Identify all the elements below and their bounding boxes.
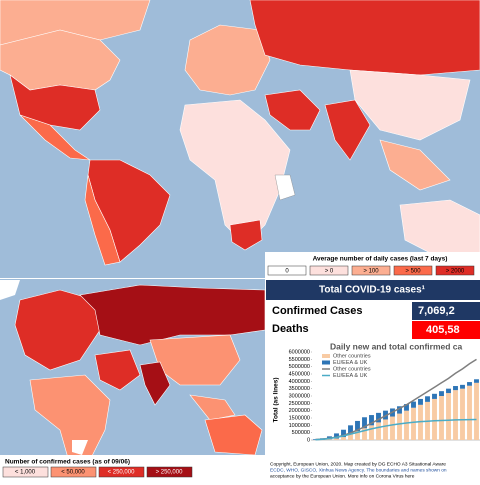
bottom-map: Number of confirmed cases (as of 09/06) … [0,279,265,480]
y-tick-label: 2000000 [289,408,310,414]
legend-label: < 250,000 [108,470,136,476]
legend-label: Other countries [333,366,371,372]
confirmed-label: Confirmed Cases [272,305,362,317]
bar [411,408,416,440]
bar [432,399,437,440]
y-tick-label: 5000000 [289,364,310,370]
bar [474,379,479,383]
bar [446,393,451,440]
summary-panel: Total COVID-19 cases¹ Confirmed Cases 7,… [266,279,480,480]
y-tick-label: 2500000 [289,401,310,407]
legend-swatch [322,361,330,365]
y-tick-label: 4000000 [289,379,310,385]
bar [460,385,465,389]
bar [460,389,465,440]
bar [376,422,381,440]
bottom-legend-title: Number of confirmed cases (as of 09/06) [5,459,130,466]
legend-label: < 50,000 [61,470,85,476]
y-tick-label: 0 [307,437,310,443]
y-tick-label: 6000000 [289,349,310,355]
legend-label: > 2000 [446,269,465,275]
y-tick-label: 1500000 [289,415,310,421]
footer-line: ECDC, WHO, GISCO, Xinhua News Agency. Th… [270,467,447,473]
bar [425,396,430,402]
bar [467,386,472,440]
deaths-label: Deaths [272,323,309,335]
bar [432,394,437,399]
y-tick-label: 3000000 [289,393,310,399]
bar [467,382,472,386]
bar [474,383,479,440]
panel-title: Total COVID-19 cases¹ [319,285,426,296]
y-tick-label: 5500000 [289,357,310,363]
bar [453,390,458,440]
y-axis-label: Total (as lines) [273,377,280,422]
footer-line: Copyright, European Union, 2020. Map cre… [270,461,446,467]
top-legend: 0> 0> 100> 500> 2000 [268,266,474,275]
bar [404,411,409,440]
bar [439,391,444,396]
top-map: Average number of daily cases (last 7 da… [0,0,480,278]
legend-label: EU/EEA & UK [333,360,368,366]
legend-swatch [322,354,330,358]
y-tick-label: 1000000 [289,423,310,429]
bar [446,389,451,393]
bar [418,399,423,405]
chart-title: Daily new and total confirmed ca [330,341,463,351]
deaths-value: 405,58 [426,324,460,336]
legend-label: > 500 [405,269,421,275]
bar [369,425,374,440]
legend-label: Other countries [333,353,371,359]
footer-line: acceptance by the European Union. More i… [270,473,415,479]
legend-label: > 100 [363,269,379,275]
bar [334,439,339,440]
legend-label: EU/EEA & UK [333,373,368,379]
confirmed-value: 7,069,2 [418,305,455,317]
bar [341,437,346,440]
y-tick-label: 3500000 [289,386,310,392]
legend-label: < 1,000 [15,470,36,476]
legend-label: > 0 [325,269,334,275]
y-tick-label: 500000 [292,430,310,436]
bar [453,386,458,390]
bar [397,414,402,440]
bar [390,417,395,440]
top-legend-title: Average number of daily cases (last 7 da… [313,256,448,263]
bar [439,396,444,440]
bar [383,419,388,440]
bar [411,402,416,408]
y-tick-label: 4500000 [289,371,310,377]
legend-label: > 250,000 [156,470,184,476]
